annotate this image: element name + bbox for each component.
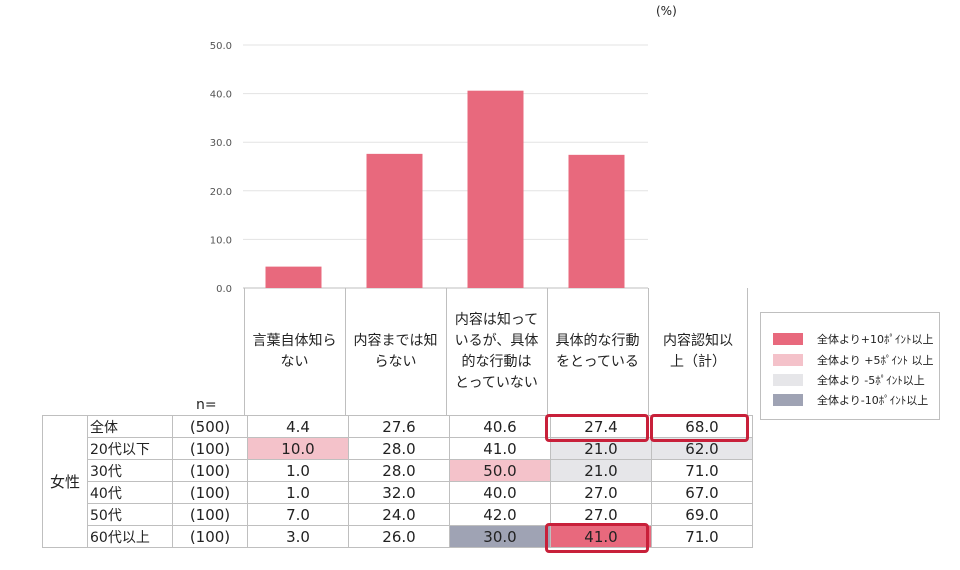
- table-cell: 26.0: [348, 525, 450, 548]
- legend-label: 全体より+10ﾎﾟｲﾝﾄ以上: [817, 333, 934, 346]
- column-header-line: 具体的な行動: [555, 332, 640, 349]
- table-cell: 71.0: [651, 525, 753, 548]
- table-cell: 69.0: [651, 503, 753, 526]
- results-table: 女性 全体 (500) 4.4 27.6 40.6 27.4 68.0 20代以下 (100) 10…: [42, 415, 753, 548]
- legend-swatch: [773, 333, 803, 345]
- table-cell: 68.0: [651, 415, 753, 438]
- table-row: 60代以上 (100) 3.0 26.0 30.0 41.0 71.0: [43, 525, 753, 548]
- table-cell: 30.0: [449, 525, 551, 548]
- highlight-box: [545, 414, 649, 442]
- column-header: 具体的な行動 をとっている: [547, 288, 647, 415]
- legend-label: 全体より -5ﾎﾟｲﾝﾄ以上: [817, 374, 925, 387]
- table-cell: 32.0: [348, 481, 450, 504]
- column-header-line: 内容までは知: [353, 332, 438, 349]
- table-cell: 1.0: [247, 459, 349, 482]
- column-header: 言葉自体知ら ない: [244, 288, 344, 415]
- table-cell: 41.0: [550, 525, 652, 548]
- column-header: 内容までは知 らない: [345, 288, 445, 415]
- highlight-box: [545, 523, 649, 553]
- row-n: (100): [172, 525, 248, 548]
- row-label: 20代以下: [87, 437, 173, 460]
- table-cell: 62.0: [651, 437, 753, 460]
- table-cell: 1.0: [247, 481, 349, 504]
- highlight-box: [650, 414, 749, 442]
- table-cell: 41.0: [449, 437, 551, 460]
- row-label: 50代: [87, 503, 173, 526]
- unit-label: (%): [656, 4, 677, 18]
- y-tick-label: 20.0: [210, 187, 232, 198]
- column-header-line: 的な行動は: [461, 353, 532, 370]
- bar-4: [568, 154, 625, 288]
- row-n: (100): [172, 481, 248, 504]
- column-header-line: らない: [374, 353, 417, 370]
- table-cell: 27.6: [348, 415, 450, 438]
- table-cell: 4.4: [247, 415, 349, 438]
- table-cell: 24.0: [348, 503, 450, 526]
- table-cell: 42.0: [449, 503, 551, 526]
- table-cell: 28.0: [348, 437, 450, 460]
- column-header-line: とっていない: [455, 374, 538, 391]
- row-label: 30代: [87, 459, 173, 482]
- group-label: 女性: [42, 415, 88, 548]
- column-header-line: ない: [280, 353, 309, 370]
- bar-2: [366, 153, 423, 288]
- legend-item: 全体より +5ﾎﾟｲﾝﾄ 以上: [773, 353, 934, 367]
- column-header-line: 内容は知って: [454, 311, 539, 328]
- n-label: n=: [196, 397, 217, 413]
- table-cell: 21.0: [550, 459, 652, 482]
- legend-item: 全体より+10ﾎﾟｲﾝﾄ以上: [773, 332, 934, 346]
- column-header: 内容は知って いるが、具体 的な行動はとっていない: [446, 288, 546, 415]
- table-cell: 71.0: [651, 459, 753, 482]
- table-cell: 40.0: [449, 481, 551, 504]
- legend-item: 全体より-10ﾎﾟｲﾝﾄ以上: [773, 393, 928, 407]
- legend-item: 全体より -5ﾎﾟｲﾝﾄ以上: [773, 373, 925, 387]
- column-header-line: 内容認知以: [663, 332, 733, 349]
- column-header-line: 上（計）: [670, 353, 726, 370]
- row-n: (100): [172, 437, 248, 460]
- row-label: 60代以上: [87, 525, 173, 548]
- table-cell: 50.0: [449, 459, 551, 482]
- table-cell: 3.0: [247, 525, 349, 548]
- bar-1: [265, 266, 322, 288]
- column-header: 内容認知以上（計）: [648, 288, 748, 415]
- y-tick-label: 50.0: [210, 41, 232, 52]
- legend-swatch: [773, 374, 803, 386]
- table-cell: 28.0: [348, 459, 450, 482]
- legend-swatch: [773, 354, 803, 366]
- table-cell: 7.0: [247, 503, 349, 526]
- y-tick-label: 30.0: [210, 138, 232, 149]
- y-tick-label: 0.0: [216, 284, 232, 295]
- table-cell: 21.0: [550, 437, 652, 460]
- row-label: 40代: [87, 481, 173, 504]
- table-cell: 27.0: [550, 481, 652, 504]
- row-label: 全体: [87, 415, 173, 438]
- row-n: (500): [172, 415, 248, 438]
- table-cell: 67.0: [651, 481, 753, 504]
- table-row: 40代 (100) 1.0 32.0 40.0 27.0 67.0: [43, 481, 753, 504]
- legend-label: 全体より-10ﾎﾟｲﾝﾄ以上: [817, 394, 929, 407]
- column-header-line: をとっている: [556, 353, 639, 370]
- column-header-line: いるが、具体: [454, 332, 539, 349]
- legend-label: 全体より +5ﾎﾟｲﾝﾄ 以上: [817, 354, 934, 367]
- row-n: (100): [172, 503, 248, 526]
- table-row: 女性 全体 (500) 4.4 27.6 40.6 27.4 68.0: [42, 415, 753, 548]
- table-row: 50代 (100) 7.0 24.0 42.0 27.0 69.0: [43, 503, 753, 526]
- table-cell: 40.6: [449, 415, 551, 438]
- bar-3: [467, 90, 524, 289]
- y-tick-label: 40.0: [210, 90, 232, 101]
- legend: 全体より+10ﾎﾟｲﾝﾄ以上 全体より +5ﾎﾟｲﾝﾄ 以上 全体より -5ﾎﾟｲﾝ…: [760, 312, 940, 420]
- table-row: 20代以下 (100) 10.0 28.0 41.0 21.0 62.0: [43, 437, 753, 460]
- column-header-line: 言葉自体知ら: [252, 332, 337, 349]
- table-row: 30代 (100) 1.0 28.0 50.0 21.0 71.0: [43, 459, 753, 482]
- row-n: (100): [172, 459, 248, 482]
- legend-swatch: [773, 394, 803, 406]
- table-cell: 10.0: [247, 437, 349, 460]
- y-tick-label: 10.0: [210, 235, 232, 246]
